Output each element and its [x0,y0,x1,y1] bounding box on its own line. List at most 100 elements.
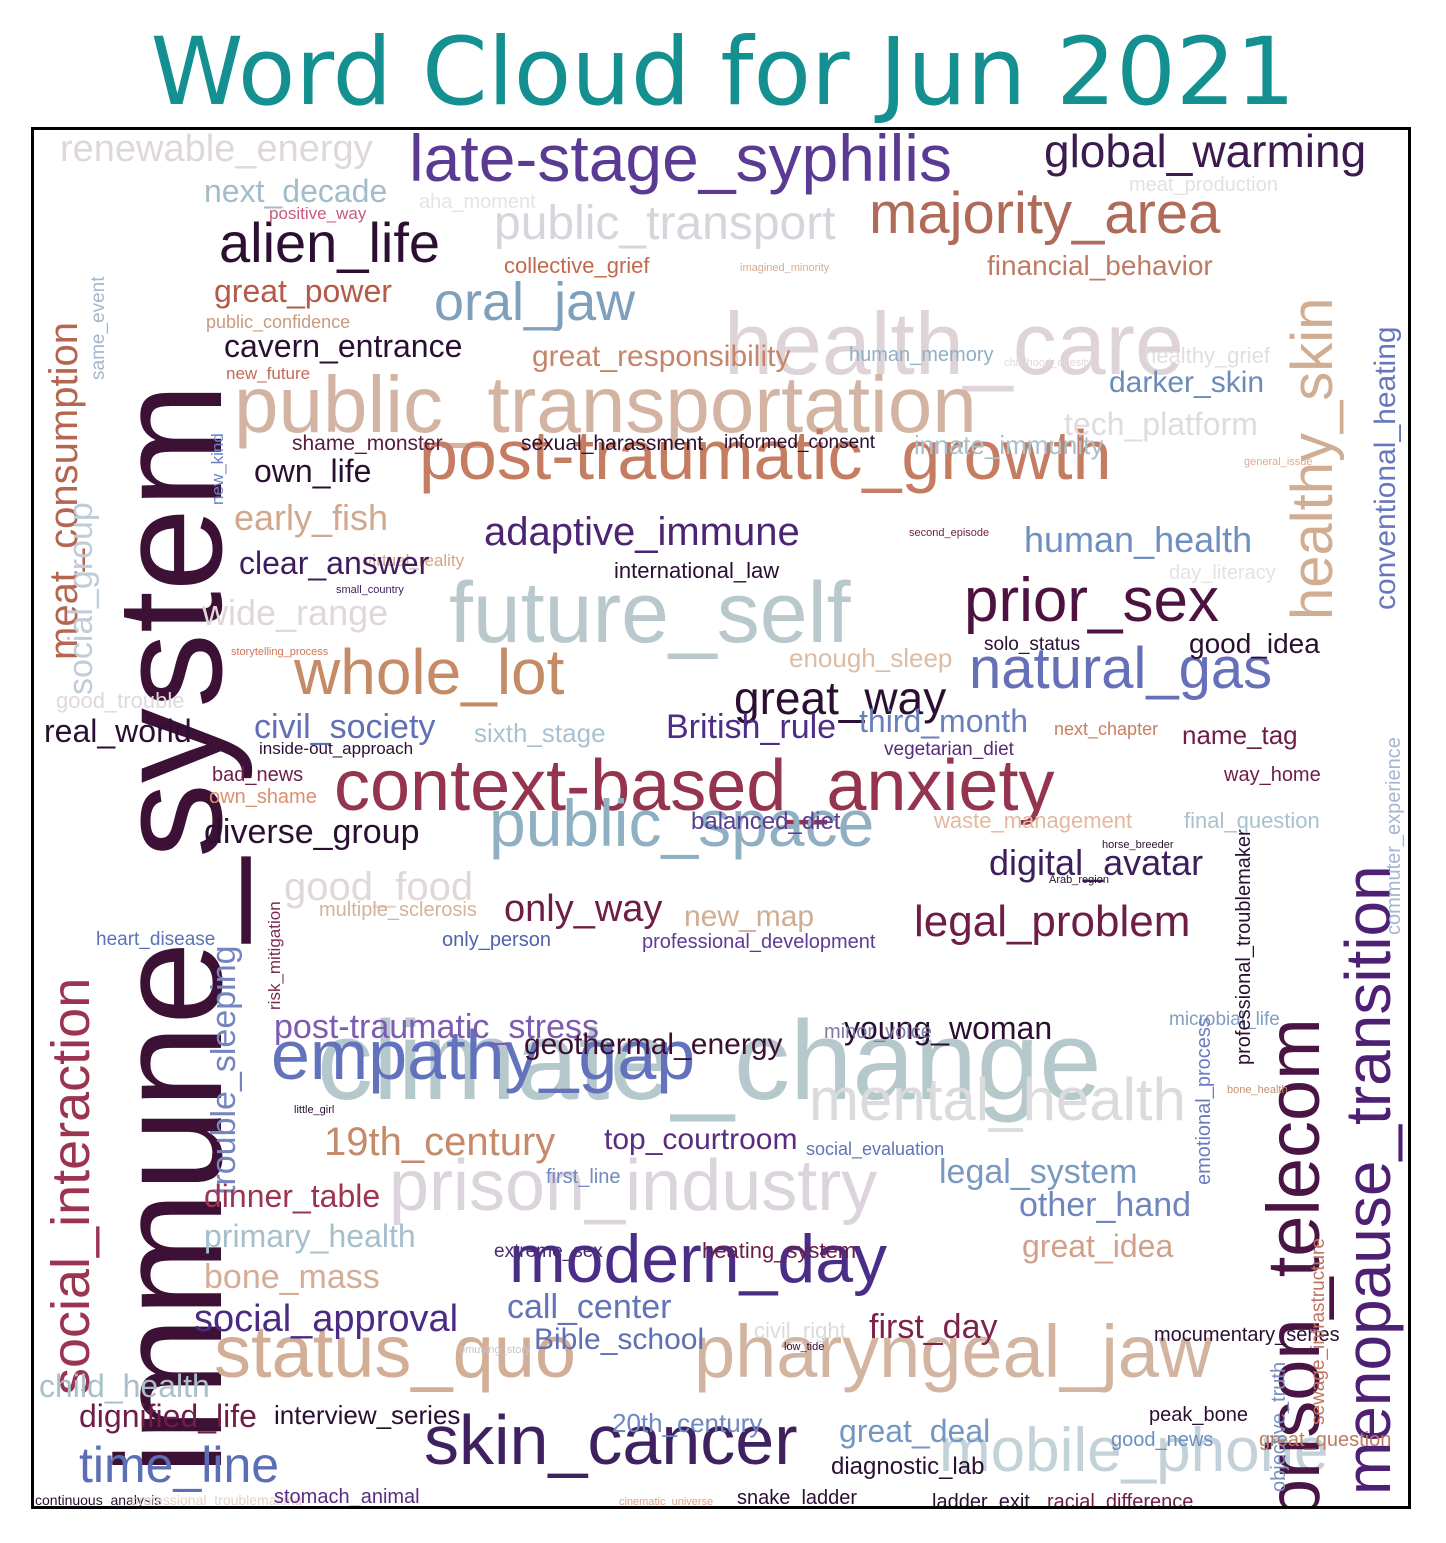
word-2: health_care [724,294,1184,393]
word-147: risk_mitigation [265,901,284,1010]
word-131: peak_bone [1149,1404,1248,1426]
word-150: commuter_experience [1383,737,1405,935]
word-122: civil_right [754,1318,846,1343]
word-101: post-traumatic_stress [274,1008,599,1046]
word-115: extreme_sex [494,1241,603,1262]
word-146: social_group [62,502,100,695]
word-10: prison_industry [389,1146,878,1226]
word-56: early_fish [234,497,389,538]
word-49: tech_platform [1064,406,1258,442]
word-77: next_chapter [1054,719,1159,739]
word-124: omusing_story [459,1344,531,1356]
word-4: public_transportation [234,360,977,449]
word-111: dinner_table [204,1178,381,1214]
word-7: late-stage_syphilis [409,127,952,195]
word-13: modern_day [509,1221,888,1297]
word-138: stomach_animal [274,1486,420,1508]
word-1: climate_change [317,998,1102,1123]
word-129: 20th_century [612,1408,763,1438]
word-98: professional_development [642,931,876,953]
word-47: new_future [226,364,311,383]
word-26: public_transport [494,197,836,250]
word-48: darker_skin [1109,366,1265,399]
word-105: bone_health [1227,1084,1288,1096]
word-127: dignified_life [79,1398,257,1434]
word-cloud: immune_system climate_change health_care fu… [31,127,1411,1509]
word-142: racial_difference [1047,1491,1194,1509]
word-70: great_way [734,672,947,724]
word-107: top_courtroom [604,1123,798,1156]
word-32: renewable_energy [60,128,373,170]
word-104: little_girl [294,1104,335,1116]
word-126: child_health [39,1368,210,1404]
word-74: sixth_stage [474,718,606,748]
word-78: name_tag [1182,720,1298,750]
word-69: enough_sleep [789,643,953,673]
word-88: horse_breeder [1102,839,1174,851]
word-27: oral_jaw [434,272,636,332]
word-82: way_home [1224,764,1321,786]
word-51: sexual_harassment [521,432,704,455]
word-79: inside-out_approach [259,739,414,758]
word-85: balanced_diet [691,808,841,835]
word-143: objective_truth [1268,1361,1290,1492]
word-15: mobile_phone [939,1416,1329,1485]
word-81: bad_news [212,764,304,786]
word-12: pharyngeal_jaw [694,1310,1213,1393]
word-123: mocumentary_series [1154,1324,1340,1346]
word-19: social_interaction [41,977,101,1395]
word-136: continuous_analysis [35,1492,162,1508]
word-120: first_day [869,1308,998,1346]
word-35: meat_production [1129,174,1278,196]
word-46: healthy_grief [1144,343,1270,368]
word-139: cinematic_universe [619,1496,714,1508]
word-44: human_memory [849,344,994,366]
word-54: general_issue [1244,456,1313,468]
word-50: shame_monster [292,432,443,455]
word-114: great_idea [1022,1228,1174,1264]
word-65: wide_range [202,592,389,633]
word-25: alien_life [219,211,441,274]
word-66: solo_status [984,634,1081,655]
word-53: innate_immunity [914,430,1104,460]
word-134: time_line [79,1437,280,1493]
word-29: natural_gas [969,636,1273,701]
word-119: call_center [507,1288,672,1326]
word-112: other_hand [1019,1186,1192,1224]
word-8: public_space [489,786,875,860]
word-140: snake_ladder [737,1487,858,1509]
word-60: virtual_reality [364,551,465,570]
word-95: legal_problem [914,897,1191,946]
word-125: low_tide [784,1341,825,1353]
word-3: future_self [449,565,851,661]
word-40: great_power [214,273,392,309]
word-6: post-traumatic_growth [419,416,1112,494]
chart-title: Word Cloud for Jun 2021 [150,18,1296,127]
word-83: own_shame [209,786,317,808]
word-151: sewage_infrastructure [1308,1238,1329,1425]
word-92: multiple_sclerosis [319,899,477,921]
word-106: 19th_century [324,1120,556,1164]
word-63: day_literacy [1169,562,1276,584]
word-30: whole_lot [294,636,565,708]
word-102: geothermal_energy [524,1028,783,1061]
word-38: imagined_minority [740,262,830,274]
word-52: informed_consent [724,432,876,453]
word-31: mental_health [809,1066,1186,1133]
word-71: good_trouble [56,688,185,713]
word-144: same_event [88,276,109,380]
word-91: Arab_region [1049,874,1109,886]
word-141: ladder_exit [932,1491,1030,1509]
word-86: waste_management [934,808,1133,833]
word-84: diverse_group [204,813,420,851]
word-149: professional_troublemaker [1233,829,1255,1065]
word-87: final_question [1184,808,1320,833]
word-28: prior_sex [964,566,1219,635]
word-43: great_responsibility [532,340,791,373]
word-23: majority_area [869,181,1221,246]
word-100: young_woman [844,1010,1053,1046]
word-21: conventional_heating [1369,326,1402,610]
word-37: collective_grief [504,253,650,278]
word-11: status_quo [214,1310,577,1393]
word-97: only_person [442,929,551,951]
